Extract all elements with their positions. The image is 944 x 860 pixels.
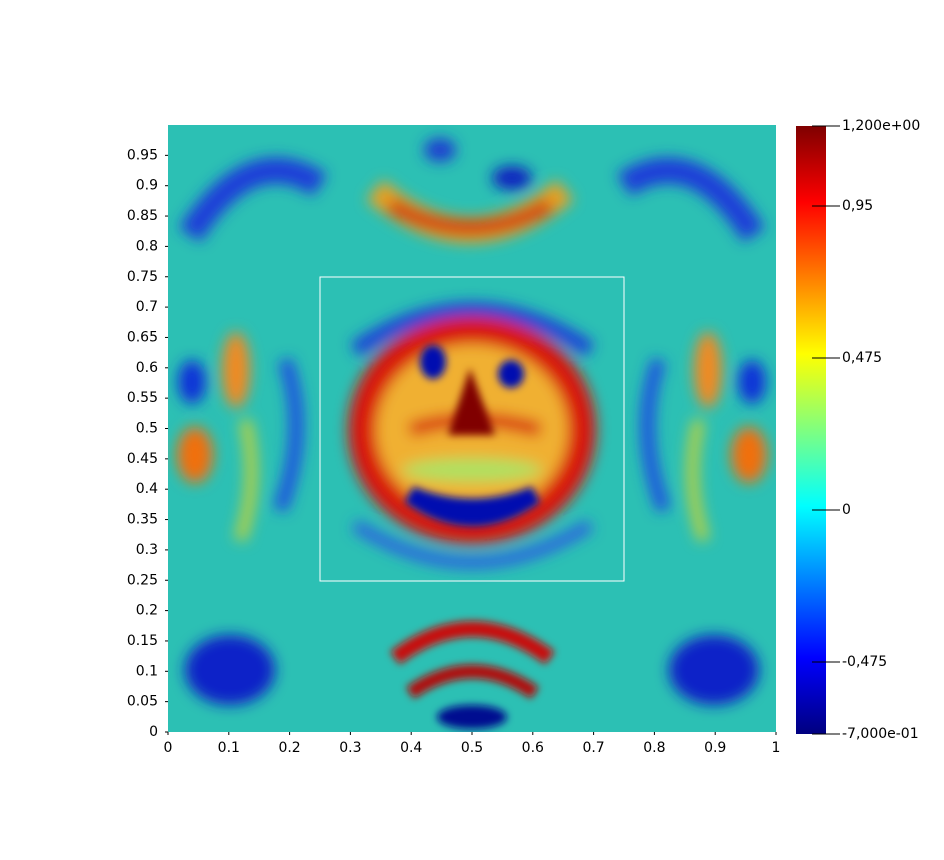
x-tick-label: 0.5 (461, 740, 483, 756)
y-tick-label: 0.5 (136, 421, 158, 437)
y-tick-label: 0.25 (127, 572, 158, 588)
y-tick-label: 0.1 (136, 663, 158, 679)
colorbar-tick-label: -0,475 (842, 654, 887, 670)
x-tick-label: 0.8 (643, 740, 665, 756)
y-tick-label: 0 (149, 724, 158, 740)
x-tick-label: 0.1 (218, 740, 240, 756)
y-tick-label: 0.8 (136, 238, 158, 254)
y-tick-label: 0.35 (127, 512, 158, 528)
y-tick-label: 0.55 (127, 390, 158, 406)
field (168, 125, 776, 732)
x-tick-label: 0.9 (704, 740, 726, 756)
x-tick-label: 1 (772, 740, 781, 756)
colorbar-tick-label: 0,95 (842, 198, 873, 214)
colorbar-tick-label: -7,000e-01 (842, 726, 919, 742)
region-box (319, 276, 625, 582)
colorbar (796, 126, 826, 734)
x-tick-label: 0.7 (582, 740, 604, 756)
y-tick-label: 0.45 (127, 451, 158, 467)
y-tick-label: 0.9 (136, 178, 158, 194)
y-tick-label: 0.85 (127, 208, 158, 224)
y-tick-label: 0.6 (136, 360, 158, 376)
y-tick-label: 0.65 (127, 329, 158, 345)
y-tick-label: 0.75 (127, 269, 158, 285)
y-tick-label: 0.4 (136, 481, 158, 497)
x-tick-label: 0.3 (339, 740, 361, 756)
x-tick-label: 0 (164, 740, 173, 756)
y-tick-label: 0.7 (136, 299, 158, 315)
colorbar-tick-label: 0,475 (842, 350, 882, 366)
y-tick-label: 0.05 (127, 694, 158, 710)
x-tick-label: 0.6 (522, 740, 544, 756)
x-tick-label: 0.4 (400, 740, 422, 756)
y-tick-label: 0.95 (127, 147, 158, 163)
y-tick-label: 0.15 (127, 633, 158, 649)
y-tick-label: 0.2 (136, 603, 158, 619)
colorbar-tick-label: 1,200e+00 (842, 118, 920, 134)
y-tick-label: 0.3 (136, 542, 158, 558)
colorbar-tick-label: 0 (842, 502, 851, 518)
x-tick-label: 0.2 (278, 740, 300, 756)
